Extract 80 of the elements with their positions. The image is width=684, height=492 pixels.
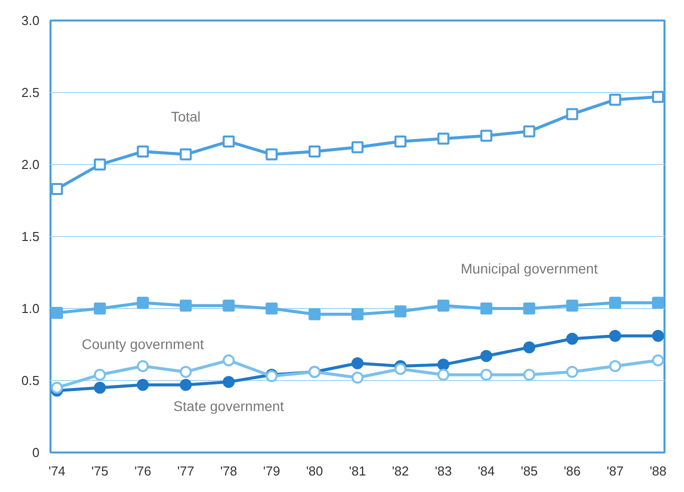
point <box>222 376 235 388</box>
point <box>352 141 364 154</box>
point <box>352 357 364 370</box>
point <box>50 306 63 319</box>
x-tick-label: '87 <box>606 464 624 478</box>
point <box>50 382 63 394</box>
y-tick-label: 2.0 <box>21 157 40 172</box>
series-label: Total <box>170 108 201 124</box>
point <box>136 360 149 372</box>
point <box>136 296 149 309</box>
point <box>180 366 192 378</box>
point <box>394 305 406 318</box>
point <box>609 360 622 372</box>
series-label: County government <box>82 336 204 352</box>
point <box>437 368 450 381</box>
point <box>94 368 106 381</box>
point <box>136 378 149 391</box>
point <box>609 296 622 309</box>
point <box>652 90 664 103</box>
point <box>94 302 106 314</box>
point <box>94 158 106 170</box>
point <box>523 125 536 138</box>
point <box>394 362 406 375</box>
point <box>222 354 235 366</box>
x-tick-label: '76 <box>134 464 152 478</box>
point <box>480 302 492 314</box>
x-tick-label: '80 <box>306 464 324 478</box>
point <box>609 330 622 342</box>
x-tick-label: '85 <box>520 464 538 478</box>
point <box>308 146 321 158</box>
point <box>222 300 235 312</box>
point <box>180 378 192 391</box>
y-tick-label: 0.5 <box>21 373 40 388</box>
point <box>523 368 536 381</box>
x-tick-label: '83 <box>434 464 452 478</box>
point <box>480 368 492 381</box>
point <box>50 182 63 195</box>
point <box>609 94 622 106</box>
point <box>266 302 278 314</box>
series-label: Municipal government <box>460 260 598 276</box>
y-tick-label: 3.0 <box>21 13 40 28</box>
point <box>352 372 364 384</box>
point <box>222 135 235 148</box>
y-tick-label: 1.5 <box>21 229 40 244</box>
point <box>652 330 664 342</box>
point <box>94 382 106 394</box>
point <box>480 130 492 142</box>
y-tick-label: 0 <box>32 445 40 460</box>
x-tick-label: '75 <box>91 464 108 478</box>
point <box>652 296 664 309</box>
point <box>566 366 578 378</box>
point <box>352 308 364 320</box>
point <box>480 350 492 362</box>
point <box>437 132 450 145</box>
point <box>437 300 450 312</box>
point <box>136 146 149 158</box>
y-tick-label: 2.5 <box>21 85 40 100</box>
y-tick-label: 1.0 <box>21 301 40 316</box>
x-tick-label: '77 <box>177 464 194 478</box>
point <box>652 354 664 366</box>
x-tick-label: '74 <box>48 464 66 478</box>
x-tick-label: '81 <box>349 464 366 478</box>
x-tick-label: '84 <box>478 464 495 478</box>
x-tick-label: '79 <box>263 464 280 478</box>
x-tick-label: '78 <box>220 464 238 478</box>
point <box>180 300 192 312</box>
point <box>266 148 278 160</box>
point <box>437 358 450 371</box>
point <box>566 332 578 345</box>
point <box>566 108 578 120</box>
point <box>566 300 578 312</box>
point <box>394 135 406 148</box>
point <box>523 302 536 314</box>
x-tick-label: '86 <box>564 464 581 478</box>
series-label: State government <box>173 398 284 414</box>
point <box>180 148 192 160</box>
point <box>308 308 321 320</box>
x-tick-label: '82 <box>392 464 409 478</box>
x-tick-label: '88 <box>650 464 667 478</box>
point <box>523 341 536 354</box>
